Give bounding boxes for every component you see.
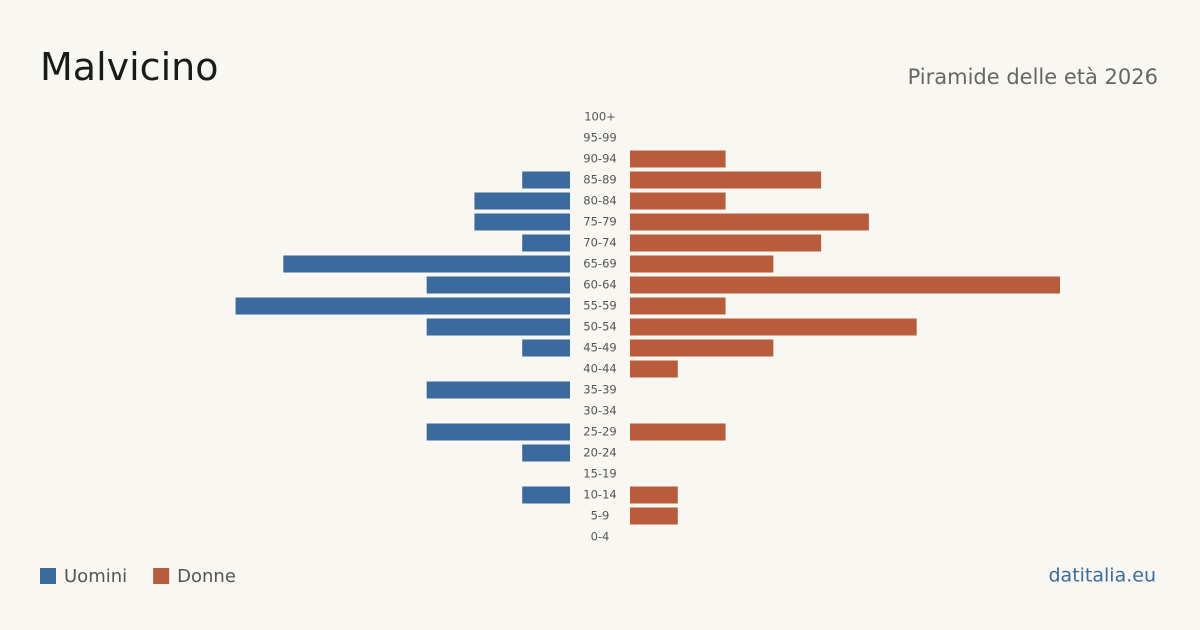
legend-swatch bbox=[40, 568, 56, 584]
bar bbox=[630, 360, 678, 378]
bar bbox=[630, 276, 1060, 294]
legend-label: Donne bbox=[177, 566, 236, 587]
bar bbox=[522, 486, 570, 504]
age-label: 20-24 bbox=[583, 446, 616, 460]
bar bbox=[426, 318, 570, 336]
bar bbox=[630, 150, 726, 168]
age-label: 0-4 bbox=[591, 530, 610, 544]
bar bbox=[474, 192, 570, 210]
source: datitalia.eu bbox=[1049, 565, 1157, 587]
bar bbox=[630, 339, 774, 357]
age-label: 30-34 bbox=[583, 404, 616, 418]
age-label: 35-39 bbox=[583, 383, 616, 397]
bar bbox=[630, 318, 917, 336]
age-label: 55-59 bbox=[583, 299, 616, 313]
chart-subtitle: Piramide delle età 2026 bbox=[908, 65, 1158, 89]
age-label: 100+ bbox=[584, 110, 616, 124]
bar bbox=[235, 297, 571, 315]
bar bbox=[426, 276, 570, 294]
age-label: 15-19 bbox=[583, 467, 616, 481]
bar bbox=[474, 213, 570, 231]
age-label: 80-84 bbox=[583, 194, 616, 208]
legend-label: Uomini bbox=[64, 566, 127, 587]
bar bbox=[630, 171, 822, 189]
age-label: 10-14 bbox=[583, 488, 616, 502]
age-label: 95-99 bbox=[583, 131, 616, 145]
bar bbox=[630, 486, 678, 504]
bar bbox=[283, 255, 570, 273]
bar bbox=[630, 423, 726, 441]
bar bbox=[522, 339, 570, 357]
age-label: 70-74 bbox=[583, 236, 616, 250]
bar bbox=[630, 507, 678, 525]
bar bbox=[630, 234, 822, 252]
bar bbox=[630, 255, 774, 273]
age-label: 50-54 bbox=[583, 320, 616, 334]
age-label: 40-44 bbox=[583, 362, 616, 376]
bar bbox=[630, 192, 726, 210]
bar bbox=[426, 381, 570, 399]
bar bbox=[630, 213, 869, 231]
age-label: 60-64 bbox=[583, 278, 616, 292]
age-label: 25-29 bbox=[583, 425, 616, 439]
chart-title: Malvicino bbox=[40, 45, 218, 89]
bar bbox=[630, 297, 726, 315]
legend-swatch bbox=[153, 568, 170, 584]
bar bbox=[522, 234, 570, 252]
bar bbox=[522, 444, 570, 462]
age-label: 85-89 bbox=[583, 173, 616, 187]
age-label: 45-49 bbox=[583, 341, 616, 355]
bar bbox=[426, 423, 570, 441]
age-label: 90-94 bbox=[583, 152, 616, 166]
age-label: 5-9 bbox=[591, 509, 610, 523]
age-label: 65-69 bbox=[583, 257, 616, 271]
age-label: 75-79 bbox=[583, 215, 616, 229]
bar bbox=[522, 171, 570, 189]
